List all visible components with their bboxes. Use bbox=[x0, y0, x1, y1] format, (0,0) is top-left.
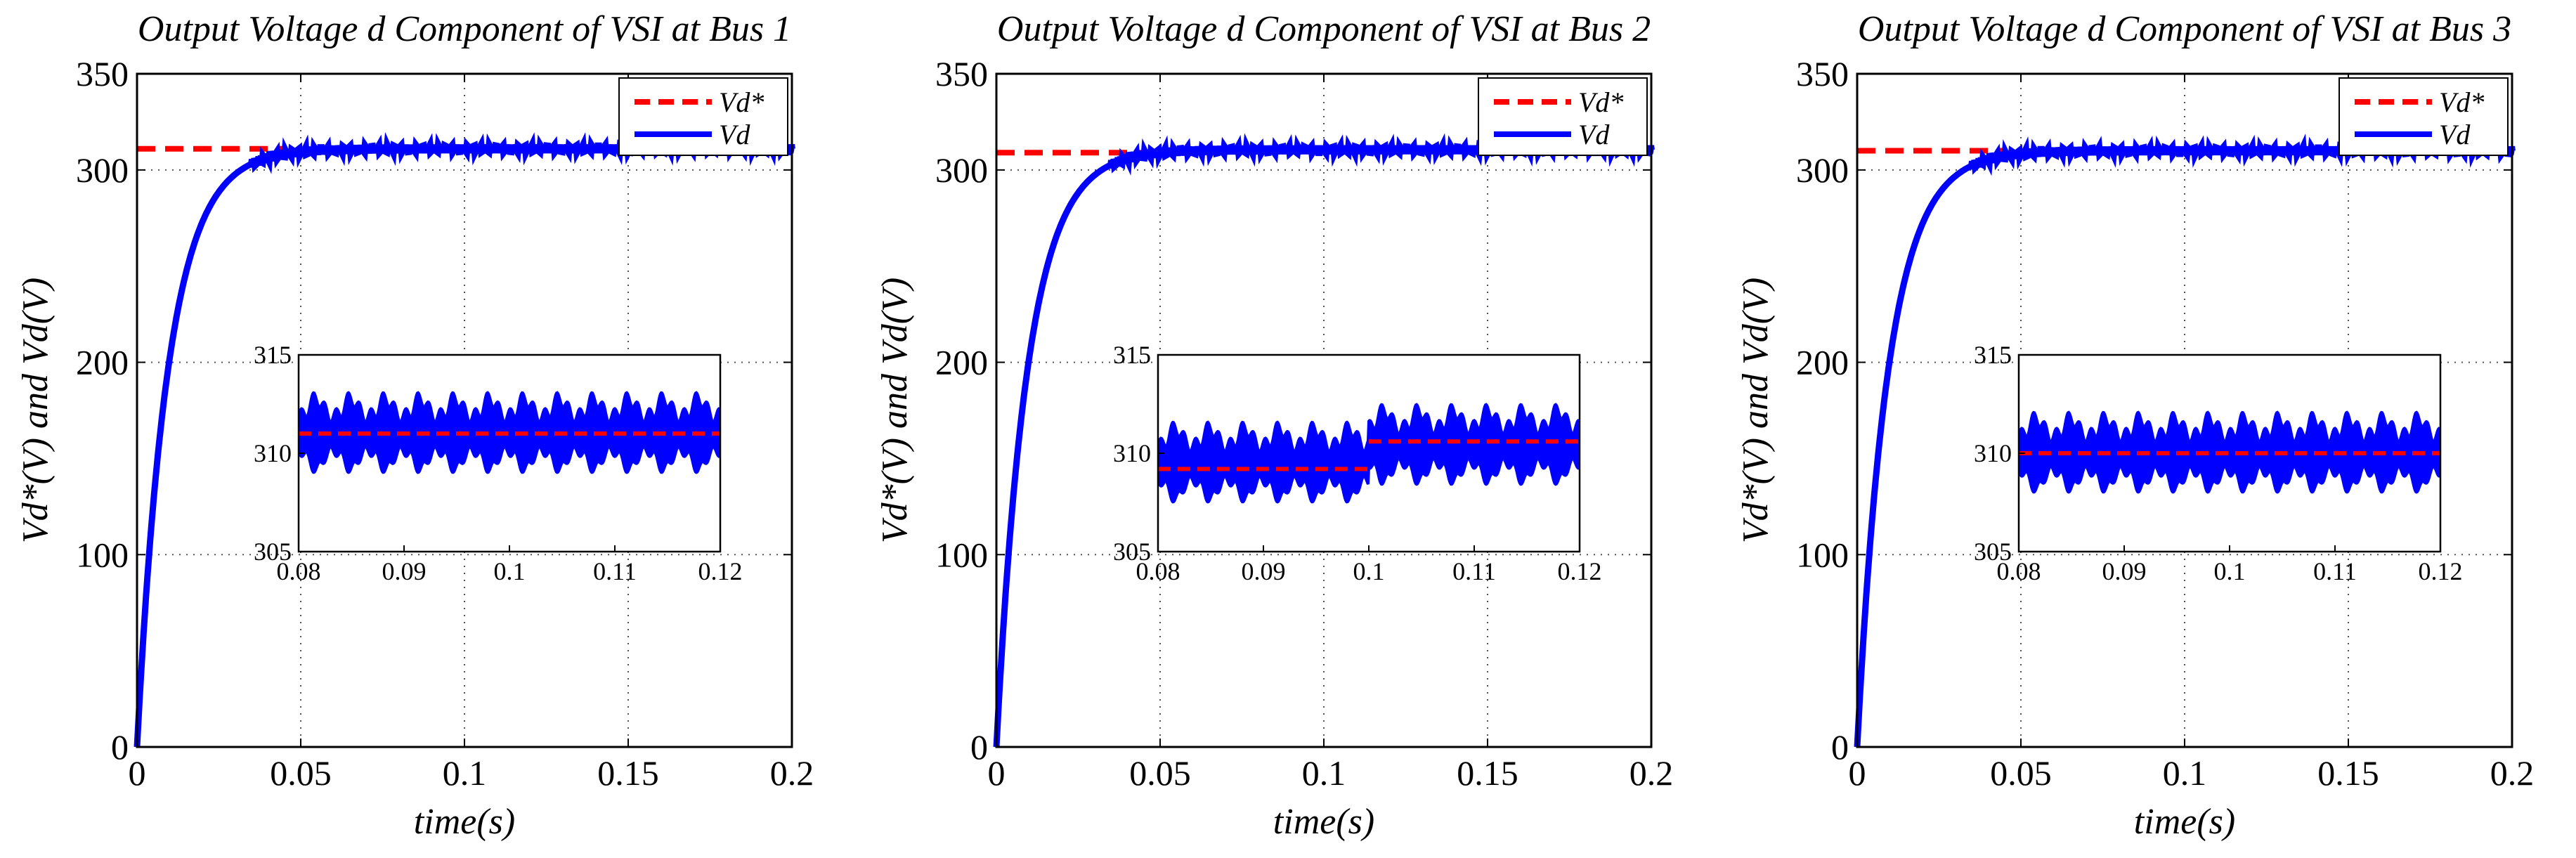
axes-box bbox=[995, 72, 1653, 748]
inset-y-tick-label: 315 bbox=[1113, 341, 1151, 369]
inset-waveform bbox=[299, 391, 720, 474]
x-tick-label: 0.15 bbox=[2317, 753, 2379, 793]
inset-y-tick-label: 305 bbox=[1974, 538, 2012, 566]
legend: Vd*Vd bbox=[618, 77, 788, 156]
y-tick-label: 350 bbox=[76, 54, 129, 93]
inset-x-tick-label: 0.08 bbox=[1136, 557, 1180, 585]
inset-y-tick-label: 310 bbox=[254, 439, 292, 467]
x-tick-label: 0.1 bbox=[1302, 753, 1346, 793]
chart-title: Output Voltage d Component of VSI at Bus… bbox=[1858, 9, 2511, 49]
subplot-2: Output Voltage d Component of VSI at Bus… bbox=[875, 9, 1673, 842]
x-tick-label: 0.05 bbox=[1129, 753, 1191, 793]
inset-y-tick-label: 305 bbox=[1113, 538, 1151, 566]
inset-waveform bbox=[2019, 410, 2440, 494]
y-axis-label: Vd*(V) and Vd(V) bbox=[15, 278, 56, 543]
x-tick-label: 0.15 bbox=[597, 753, 659, 793]
legend-label-vd: Vd bbox=[1578, 119, 1610, 150]
y-tick-label: 200 bbox=[935, 343, 988, 382]
y-axis-label: Vd*(V) and Vd(V) bbox=[1736, 278, 1776, 543]
chart-title: Output Voltage d Component of VSI at Bus… bbox=[138, 9, 791, 49]
y-tick-label: 300 bbox=[935, 150, 988, 190]
chart-title: Output Voltage d Component of VSI at Bus… bbox=[997, 9, 1651, 49]
y-tick-label: 100 bbox=[1796, 535, 1849, 574]
inset-x-tick-label: 0.11 bbox=[2313, 557, 2357, 585]
legend: Vd*Vd bbox=[1478, 77, 1648, 156]
x-tick-label: 0.05 bbox=[270, 753, 332, 793]
inset-vd-band bbox=[299, 391, 720, 474]
x-axis-label: time(s) bbox=[1273, 802, 1374, 842]
inset-y-tick-label: 315 bbox=[254, 341, 292, 369]
inset-x-tick-label: 0.09 bbox=[2102, 557, 2147, 585]
x-axis-label: time(s) bbox=[414, 802, 515, 842]
legend-box bbox=[1478, 77, 1648, 156]
subplot-3: Output Voltage d Component of VSI at Bus… bbox=[1736, 9, 2534, 842]
inset-vd-band bbox=[1158, 403, 1580, 504]
x-tick-label: 0.2 bbox=[2490, 753, 2535, 793]
x-tick-label: 0.2 bbox=[770, 753, 814, 793]
inset-x-tick-label: 0.12 bbox=[2419, 557, 2463, 585]
inset-x-tick-label: 0.12 bbox=[1558, 557, 1602, 585]
axes-box bbox=[1856, 72, 2513, 748]
y-tick-label: 0 bbox=[111, 727, 129, 767]
y-tick-label: 100 bbox=[935, 535, 988, 574]
legend-box bbox=[618, 77, 788, 156]
x-tick-label: 0 bbox=[988, 753, 1006, 793]
inset-vd-band bbox=[2019, 410, 2440, 494]
x-tick-label: 0.1 bbox=[2163, 753, 2207, 793]
y-axis-label: Vd*(V) and Vd(V) bbox=[875, 278, 915, 543]
legend-label-vd-ref: Vd* bbox=[719, 86, 764, 118]
y-tick-label: 200 bbox=[76, 343, 129, 382]
inset-x-tick-label: 0.09 bbox=[382, 557, 427, 585]
inset-y-tick-label: 310 bbox=[1113, 439, 1151, 467]
inset-x-tick-label: 0.08 bbox=[277, 557, 321, 585]
inset-plot: 0.08 0.09 0.1 0.11 0.12 305 310 315 bbox=[1113, 341, 1602, 585]
inset-y-tick-label: 305 bbox=[254, 538, 292, 566]
inset-x-tick-label: 0.1 bbox=[1353, 557, 1385, 585]
legend-label-vd-ref: Vd* bbox=[2439, 86, 2484, 118]
y-tick-label: 350 bbox=[935, 54, 988, 93]
legend-label-vd: Vd bbox=[719, 119, 750, 150]
inset-y-tick-label: 310 bbox=[1974, 439, 2012, 467]
inset-x-tick-label: 0.09 bbox=[1242, 557, 1286, 585]
x-tick-label: 0.05 bbox=[1990, 753, 2052, 793]
inset-x-tick-label: 0.11 bbox=[1452, 557, 1496, 585]
y-tick-label: 300 bbox=[1796, 150, 1849, 190]
inset-plot: 0.08 0.09 0.1 0.11 0.12 305 310 315 bbox=[1974, 341, 2463, 585]
inset-y-tick-label: 315 bbox=[1974, 341, 2012, 369]
x-tick-label: 0 bbox=[129, 753, 146, 793]
inset-x-tick-label: 0.1 bbox=[494, 557, 526, 585]
axes-box bbox=[136, 72, 793, 748]
y-tick-label: 200 bbox=[1796, 343, 1849, 382]
inset-x-tick-label: 0.12 bbox=[698, 557, 743, 585]
legend-box bbox=[2338, 77, 2509, 156]
y-tick-label: 0 bbox=[970, 727, 988, 767]
legend-label-vd-ref: Vd* bbox=[1578, 86, 1623, 118]
inset-x-tick-label: 0.1 bbox=[2214, 557, 2246, 585]
subplot-1: Output Voltage d Component of VSI at Bus… bbox=[15, 9, 814, 842]
inset-plot: 0.08 0.09 0.1 0.11 0.12 305 310 315 bbox=[254, 341, 743, 585]
x-tick-label: 0 bbox=[1849, 753, 1866, 793]
y-tick-label: 350 bbox=[1796, 54, 1849, 93]
legend: Vd*Vd bbox=[2338, 77, 2509, 156]
x-tick-label: 0.15 bbox=[1457, 753, 1518, 793]
inset-x-tick-label: 0.08 bbox=[1997, 557, 2041, 585]
x-axis-label: time(s) bbox=[2134, 802, 2235, 842]
inset-x-tick-label: 0.11 bbox=[593, 557, 637, 585]
inset-waveform bbox=[1158, 403, 1580, 504]
y-tick-label: 0 bbox=[1831, 727, 1849, 767]
x-tick-label: 0.2 bbox=[1629, 753, 1674, 793]
x-tick-label: 0.1 bbox=[443, 753, 487, 793]
y-tick-label: 300 bbox=[76, 150, 129, 190]
legend-label-vd: Vd bbox=[2439, 119, 2471, 150]
y-tick-label: 100 bbox=[76, 535, 129, 574]
